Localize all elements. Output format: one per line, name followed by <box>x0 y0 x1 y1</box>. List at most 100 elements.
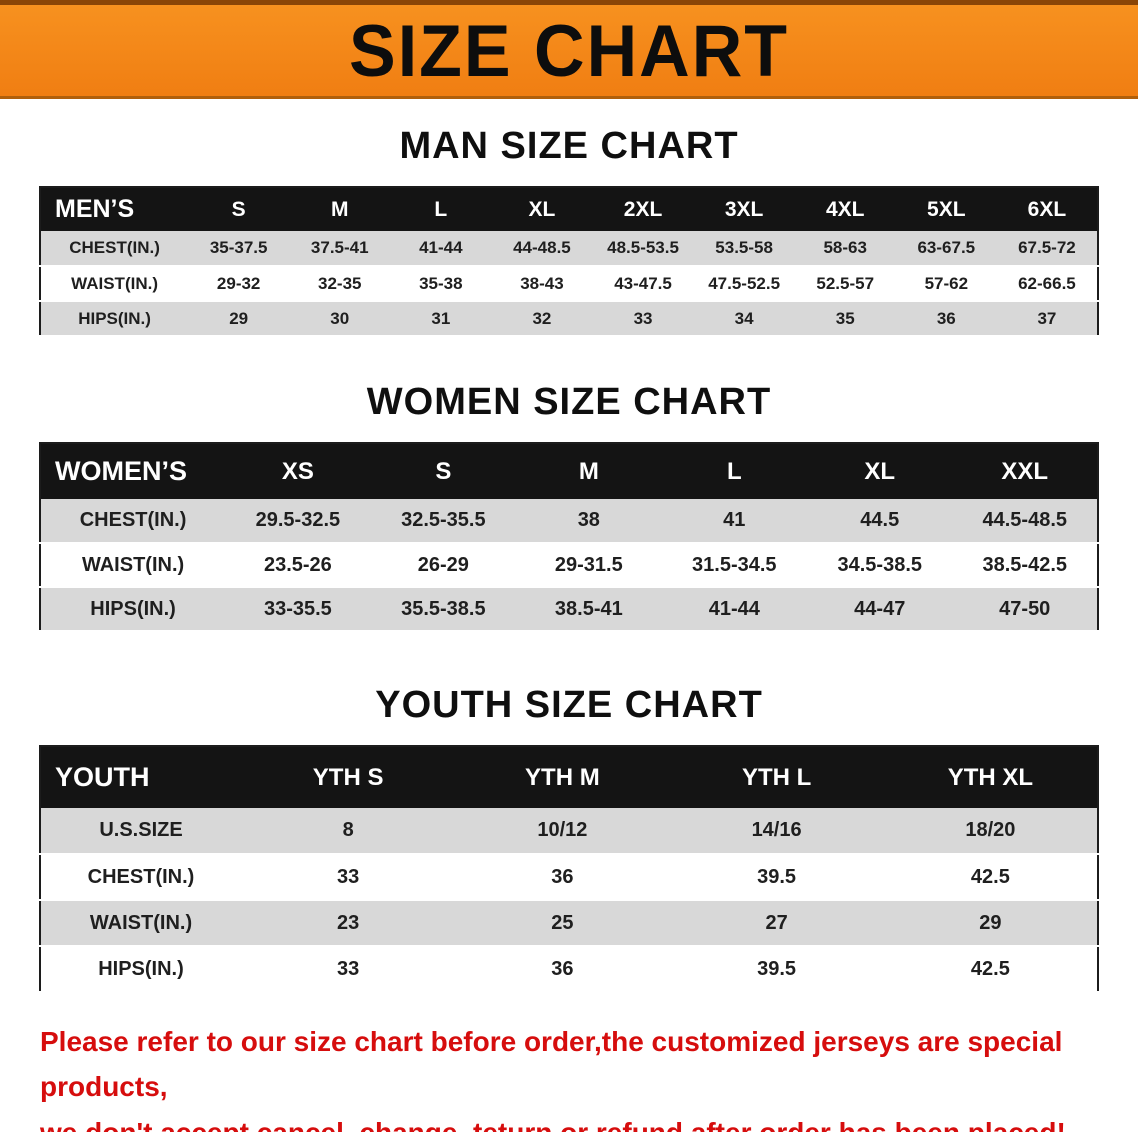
measurement-value: 18/20 <box>883 808 1098 855</box>
measurement-value: 29 <box>883 900 1098 947</box>
youth-size-chart-heading: YOUTH SIZE CHART <box>375 684 763 726</box>
measurement-value: 34.5-38.5 <box>807 543 953 588</box>
size-column-header: 6XL <box>996 187 1098 231</box>
measurement-value: 32.5-35.5 <box>370 499 517 544</box>
measurement-value: 36 <box>455 946 670 993</box>
size-column-header: XL <box>491 187 593 231</box>
table-row: CHEST(IN.) 35-37.5 37.5-41 41-44 44-48.5 48.5… <box>40 231 1098 267</box>
size-column-header: L <box>390 187 492 231</box>
table-row: HIPS(IN.) 33-35.5 35.5-38.5 38.5-41 41-44 44-… <box>40 587 1098 632</box>
table-row: WAIST(IN.) 23 25 27 29 <box>40 900 1098 947</box>
size-column-header: L <box>661 443 808 499</box>
size-column-header: S <box>370 443 517 499</box>
measurement-value: 29 <box>188 301 290 337</box>
men-size-chart-heading: MAN SIZE CHART <box>399 125 739 167</box>
measurement-value: 31.5-34.5 <box>661 543 808 588</box>
order-policy-line-1: Please refer to our size chart before or… <box>40 1026 1063 1103</box>
size-column-header: 2XL <box>592 187 694 231</box>
measurement-label: HIPS(IN.) <box>40 301 189 337</box>
measurement-label: WAIST(IN.) <box>40 543 226 588</box>
measurement-value: 39.5 <box>669 854 884 901</box>
order-policy-line-2: we don't accept cancel, change, teturn o… <box>40 1110 1138 1132</box>
table-row: CHEST(IN.) 29.5-32.5 32.5-35.5 38 41 44.5 44.5… <box>40 499 1098 544</box>
measurement-value: 35.5-38.5 <box>370 587 517 632</box>
size-column-header: 5XL <box>895 187 997 231</box>
measurement-value: 33-35.5 <box>225 587 371 632</box>
table-title-cell: MEN’S <box>40 187 189 231</box>
measurement-label: U.S.SIZE <box>40 808 242 855</box>
size-column-header: 4XL <box>794 187 896 231</box>
measurement-value: 26-29 <box>370 543 517 588</box>
size-column-header: YTH L <box>669 746 884 808</box>
size-column-header: YTH S <box>241 746 456 808</box>
size-column-header: S <box>188 187 290 231</box>
order-policy-note: Please refer to our size chart before or… <box>40 1019 1138 1132</box>
measurement-value: 57-62 <box>895 266 997 302</box>
size-column-header: XS <box>225 443 371 499</box>
men-size-section: MAN SIZE CHART MEN’S S M L XL 2XL 3XL 4XL 5XL 6XL… <box>0 125 1138 337</box>
measurement-value: 34 <box>693 301 795 337</box>
measurement-label: HIPS(IN.) <box>40 946 242 993</box>
women-size-table: WOMEN’S XS S M L XL XXL CHEST(IN.) 29.5-32.5 32.5… <box>39 442 1099 632</box>
table-row: WAIST(IN.) 23.5-26 26-29 29-31.5 31.5-34.5 34… <box>40 543 1098 588</box>
table-row: CHEST(IN.) 33 36 39.5 42.5 <box>40 854 1098 901</box>
size-column-header: YTH XL <box>883 746 1098 808</box>
measurement-value: 32 <box>491 301 593 337</box>
measurement-value: 31 <box>390 301 492 337</box>
measurement-value: 32-35 <box>289 266 391 302</box>
banner-title: SIZE CHART <box>349 9 789 92</box>
women-size-section: WOMEN SIZE CHART WOMEN’S XS S M L XL XXL CHEST(… <box>0 381 1138 632</box>
measurement-value: 27 <box>669 900 884 947</box>
size-column-header: XL <box>807 443 953 499</box>
measurement-value: 29.5-32.5 <box>225 499 371 544</box>
measurement-value: 35 <box>794 301 896 337</box>
size-column-header: M <box>516 443 662 499</box>
measurement-value: 48.5-53.5 <box>592 231 694 267</box>
measurement-value: 33 <box>241 946 456 993</box>
measurement-value: 37 <box>996 301 1098 337</box>
size-column-header: XXL <box>952 443 1098 499</box>
measurement-value: 29-32 <box>188 266 290 302</box>
men-size-table: MEN’S S M L XL 2XL 3XL 4XL 5XL 6XL CHEST(IN.) 35-37… <box>39 186 1099 337</box>
table-header-row: MEN’S S M L XL 2XL 3XL 4XL 5XL 6XL <box>40 187 1098 231</box>
measurement-value: 67.5-72 <box>996 231 1098 267</box>
measurement-value: 30 <box>289 301 391 337</box>
measurement-value: 14/16 <box>669 808 884 855</box>
measurement-value: 41 <box>661 499 808 544</box>
measurement-value: 43-47.5 <box>592 266 694 302</box>
measurement-value: 36 <box>455 854 670 901</box>
measurement-value: 38 <box>516 499 662 544</box>
measurement-value: 35-37.5 <box>188 231 290 267</box>
measurement-value: 62-66.5 <box>996 266 1098 302</box>
measurement-value: 35-38 <box>390 266 492 302</box>
measurement-value: 44-47 <box>807 587 953 632</box>
measurement-value: 47.5-52.5 <box>693 266 795 302</box>
banner: SIZE CHART <box>0 0 1138 99</box>
table-title-cell: WOMEN’S <box>40 443 226 499</box>
table-row: HIPS(IN.) 29 30 31 32 33 34 35 36 37 <box>40 301 1098 337</box>
youth-size-section: YOUTH SIZE CHART YOUTH YTH S YTH M YTH L YTH… <box>0 684 1138 993</box>
measurement-value: 41-44 <box>390 231 492 267</box>
size-column-header: YTH M <box>455 746 670 808</box>
measurement-value: 10/12 <box>455 808 670 855</box>
measurement-value: 33 <box>592 301 694 337</box>
table-row: U.S.SIZE 8 10/12 14/16 18/20 <box>40 808 1098 855</box>
measurement-label: CHEST(IN.) <box>40 231 189 267</box>
measurement-value: 37.5-41 <box>289 231 391 267</box>
measurement-value: 42.5 <box>883 946 1098 993</box>
measurement-value: 41-44 <box>661 587 808 632</box>
measurement-value: 58-63 <box>794 231 896 267</box>
measurement-value: 47-50 <box>952 587 1098 632</box>
measurement-value: 38-43 <box>491 266 593 302</box>
size-column-header: M <box>289 187 391 231</box>
measurement-value: 8 <box>241 808 456 855</box>
youth-size-table: YOUTH YTH S YTH M YTH L YTH XL U.S.SIZE 8 10/12… <box>39 745 1099 993</box>
measurement-value: 44-48.5 <box>491 231 593 267</box>
measurement-value: 52.5-57 <box>794 266 896 302</box>
measurement-label: WAIST(IN.) <box>40 900 242 947</box>
measurement-value: 23 <box>241 900 456 947</box>
table-row: HIPS(IN.) 33 36 39.5 42.5 <box>40 946 1098 993</box>
measurement-value: 44.5-48.5 <box>952 499 1098 544</box>
table-row: WAIST(IN.) 29-32 32-35 35-38 38-43 43-47.5 47.… <box>40 266 1098 302</box>
size-column-header: 3XL <box>693 187 795 231</box>
